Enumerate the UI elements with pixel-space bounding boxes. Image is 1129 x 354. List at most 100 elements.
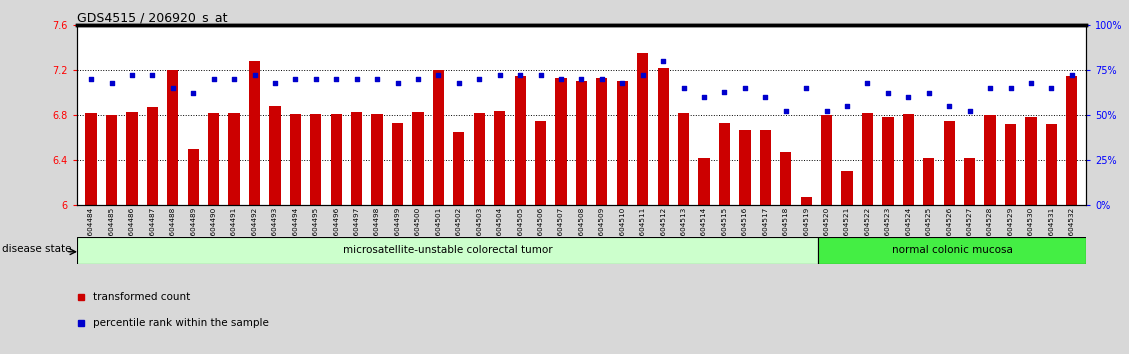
Point <box>471 76 489 82</box>
Bar <box>248 61 260 205</box>
Point <box>82 76 100 82</box>
Point <box>164 85 182 91</box>
Point <box>858 80 876 85</box>
Text: transformed count: transformed count <box>93 291 190 302</box>
Bar <box>1005 124 1016 205</box>
Bar <box>351 112 362 205</box>
Point <box>1022 80 1040 85</box>
Point <box>817 109 835 114</box>
Point <box>307 76 325 82</box>
Point <box>327 76 345 82</box>
Bar <box>964 158 975 205</box>
Point <box>572 76 590 82</box>
Bar <box>679 113 689 205</box>
Point <box>777 109 795 114</box>
Point <box>388 80 406 85</box>
Bar <box>126 112 138 205</box>
Point <box>266 80 285 85</box>
Bar <box>596 78 607 205</box>
Point <box>716 89 734 95</box>
Point <box>878 91 896 96</box>
Bar <box>1066 75 1077 205</box>
Point <box>920 91 938 96</box>
Point <box>633 73 651 78</box>
Bar <box>432 70 444 205</box>
Point <box>756 94 774 100</box>
Point <box>491 73 509 78</box>
Bar <box>495 110 506 205</box>
Point <box>184 91 202 96</box>
Bar <box>147 107 158 205</box>
Point <box>961 109 979 114</box>
Bar <box>984 115 996 205</box>
Point <box>245 73 263 78</box>
Bar <box>924 158 935 205</box>
Point <box>900 94 918 100</box>
Bar <box>187 149 199 205</box>
Bar <box>800 198 812 205</box>
Bar <box>270 106 281 205</box>
Point <box>123 73 141 78</box>
Bar <box>474 113 484 205</box>
Bar <box>412 112 423 205</box>
Bar <box>1025 117 1036 205</box>
Point <box>204 76 222 82</box>
Point <box>143 73 161 78</box>
Bar <box>310 114 322 205</box>
Text: percentile rank within the sample: percentile rank within the sample <box>93 318 269 328</box>
Bar <box>657 68 668 205</box>
Point <box>348 76 366 82</box>
Bar <box>819 237 1086 264</box>
Bar <box>739 130 751 205</box>
Point <box>511 73 530 78</box>
Bar <box>290 114 301 205</box>
Point <box>1062 73 1080 78</box>
Bar <box>861 113 873 205</box>
Point <box>736 85 754 91</box>
Bar <box>882 117 893 205</box>
Point <box>981 85 999 91</box>
Text: microsatellite-unstable colorectal tumor: microsatellite-unstable colorectal tumor <box>343 245 552 256</box>
Bar <box>208 113 219 205</box>
Point <box>532 73 550 78</box>
Bar <box>515 75 526 205</box>
Bar <box>576 81 587 205</box>
Point <box>797 85 815 91</box>
Point <box>1042 85 1060 91</box>
Bar <box>699 158 710 205</box>
Bar <box>760 130 771 205</box>
Text: normal colonic mucosa: normal colonic mucosa <box>892 245 1013 256</box>
Point <box>654 58 672 64</box>
Point <box>429 73 447 78</box>
Point <box>593 76 611 82</box>
Bar <box>637 53 648 205</box>
Bar <box>780 152 791 205</box>
Bar <box>1045 124 1057 205</box>
Point <box>838 103 856 109</box>
Point <box>940 103 959 109</box>
Point <box>287 76 305 82</box>
Point <box>368 76 386 82</box>
Bar <box>331 114 342 205</box>
Point <box>695 94 714 100</box>
Bar <box>841 171 852 205</box>
Point <box>552 76 570 82</box>
Bar <box>106 115 117 205</box>
Point <box>409 76 427 82</box>
Bar <box>77 237 819 264</box>
Point <box>613 80 631 85</box>
Bar <box>535 121 546 205</box>
Text: disease state: disease state <box>1 244 71 254</box>
Bar <box>555 78 567 205</box>
Bar <box>86 113 97 205</box>
Point <box>1001 85 1019 91</box>
Bar <box>821 115 832 205</box>
Bar <box>944 121 955 205</box>
Bar <box>392 123 403 205</box>
Bar <box>903 114 914 205</box>
Bar <box>453 132 464 205</box>
Point <box>449 80 467 85</box>
Bar <box>371 114 383 205</box>
Bar <box>616 81 628 205</box>
Point <box>103 80 121 85</box>
